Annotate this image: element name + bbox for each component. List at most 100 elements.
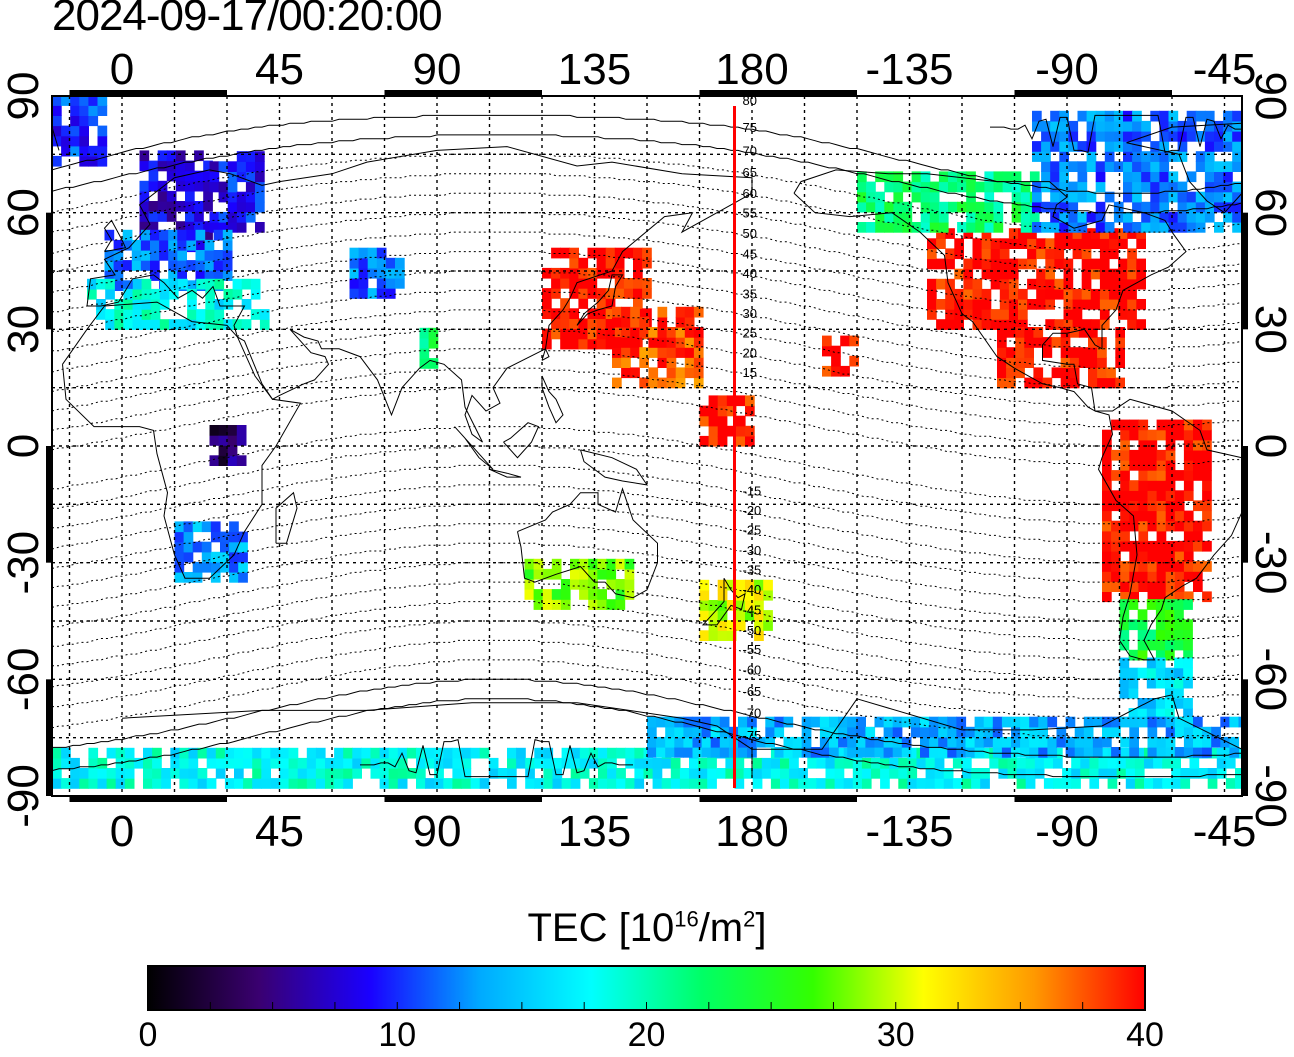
tec-cell (213, 260, 224, 271)
tec-cell (761, 757, 772, 769)
tec-cell (1229, 716, 1240, 728)
tec-cell (1123, 120, 1133, 132)
tec-cell (179, 768, 190, 779)
tec-cell (1174, 716, 1185, 728)
tec-cell (578, 338, 589, 350)
tec-cell (630, 347, 640, 358)
tec-cell (1081, 238, 1092, 249)
tec-cell (203, 201, 213, 212)
tec-cell (1119, 639, 1130, 651)
tec-cell (717, 630, 728, 641)
tec-cell (605, 318, 616, 330)
tec-cell (1111, 716, 1121, 728)
tec-cell (1018, 319, 1028, 330)
tec-cell (1146, 667, 1157, 679)
tec-cell (261, 757, 271, 769)
tec-cell (1123, 141, 1133, 152)
tec-cell (596, 318, 607, 330)
tec-cell (174, 541, 185, 553)
tec-cell (938, 736, 948, 748)
tec-cell (229, 572, 239, 583)
tec-cell (1071, 778, 1081, 789)
tec-cell (717, 589, 728, 601)
tec-cell (106, 747, 117, 759)
tec-cell (52, 96, 62, 106)
tec-cell (209, 171, 220, 183)
tec-cell (1220, 716, 1230, 728)
tec-cell (1102, 540, 1112, 552)
tec-cell (461, 757, 472, 769)
tec-cell (843, 757, 854, 769)
tec-cell (856, 726, 866, 738)
tec-cell (707, 757, 717, 769)
tec-cell (1008, 278, 1019, 290)
tec-cell (865, 747, 876, 758)
tec-cell (883, 726, 894, 738)
tec-cell (1120, 591, 1130, 603)
tec-cell (689, 768, 699, 779)
tec-cell (1086, 211, 1097, 223)
tec-cell (588, 568, 598, 580)
tec-cell (1098, 768, 1109, 779)
tec-cell (1109, 248, 1119, 260)
tec-cell (1150, 141, 1160, 152)
tec-cell (588, 747, 599, 759)
tec-cell (1050, 161, 1060, 172)
tec-cell (770, 778, 781, 789)
tec-cell (1072, 309, 1083, 320)
tec-cell (738, 726, 748, 738)
tec-cell (115, 768, 126, 779)
tec-cell (587, 267, 598, 279)
tec-cell (765, 736, 775, 748)
tec-cell (452, 768, 463, 779)
tec-cell (1144, 757, 1154, 769)
tec-cell (948, 181, 958, 193)
tec-cell (1027, 278, 1037, 290)
tec-cell (763, 620, 773, 631)
tec-cell (597, 558, 607, 570)
tec-cell (255, 151, 265, 162)
tec-cell (1156, 470, 1167, 481)
tec-cell (352, 757, 362, 769)
tec-cell (717, 425, 728, 437)
tec-cell (1029, 747, 1039, 758)
tec-cell (1153, 778, 1163, 789)
tec-cell (936, 238, 946, 249)
tec-cell (605, 267, 616, 279)
tec-cell (1183, 677, 1193, 689)
tec-cell (792, 747, 803, 758)
tec-cell (1020, 736, 1030, 748)
tec-cell (999, 248, 1010, 260)
tec-cell (367, 247, 378, 259)
tec-cell (920, 726, 930, 738)
tec-cell (911, 171, 922, 183)
lat-tick-label-right: 60 (1246, 188, 1294, 237)
tec-cell (194, 201, 204, 212)
tec-cell (1183, 551, 1194, 562)
tec-cell (166, 150, 177, 162)
tec-cell (774, 726, 785, 738)
tec-cell (204, 270, 215, 281)
tec-cell (1141, 161, 1151, 172)
tec-cell (934, 757, 945, 769)
tec-cell (185, 211, 195, 222)
tec-cell (395, 257, 405, 269)
tec-cell (1183, 439, 1194, 451)
tec-cell (1036, 268, 1046, 280)
tec-cell (1141, 211, 1151, 223)
tec-cell (849, 355, 859, 367)
tec-cell (1074, 726, 1085, 738)
tec-cell (279, 757, 290, 769)
tec-cell (1029, 211, 1040, 223)
tec-cell (1150, 171, 1160, 183)
tec-cell (1202, 460, 1212, 471)
tec-cell (607, 778, 617, 789)
tec-cell (1165, 687, 1175, 699)
tec-cell (1174, 747, 1185, 758)
tec-cell (1118, 278, 1128, 290)
tec-cell (143, 757, 153, 769)
tec-cell (1104, 191, 1115, 203)
tec-cell (1063, 238, 1074, 249)
tec-cell (852, 768, 863, 779)
tec-cell (542, 338, 552, 350)
